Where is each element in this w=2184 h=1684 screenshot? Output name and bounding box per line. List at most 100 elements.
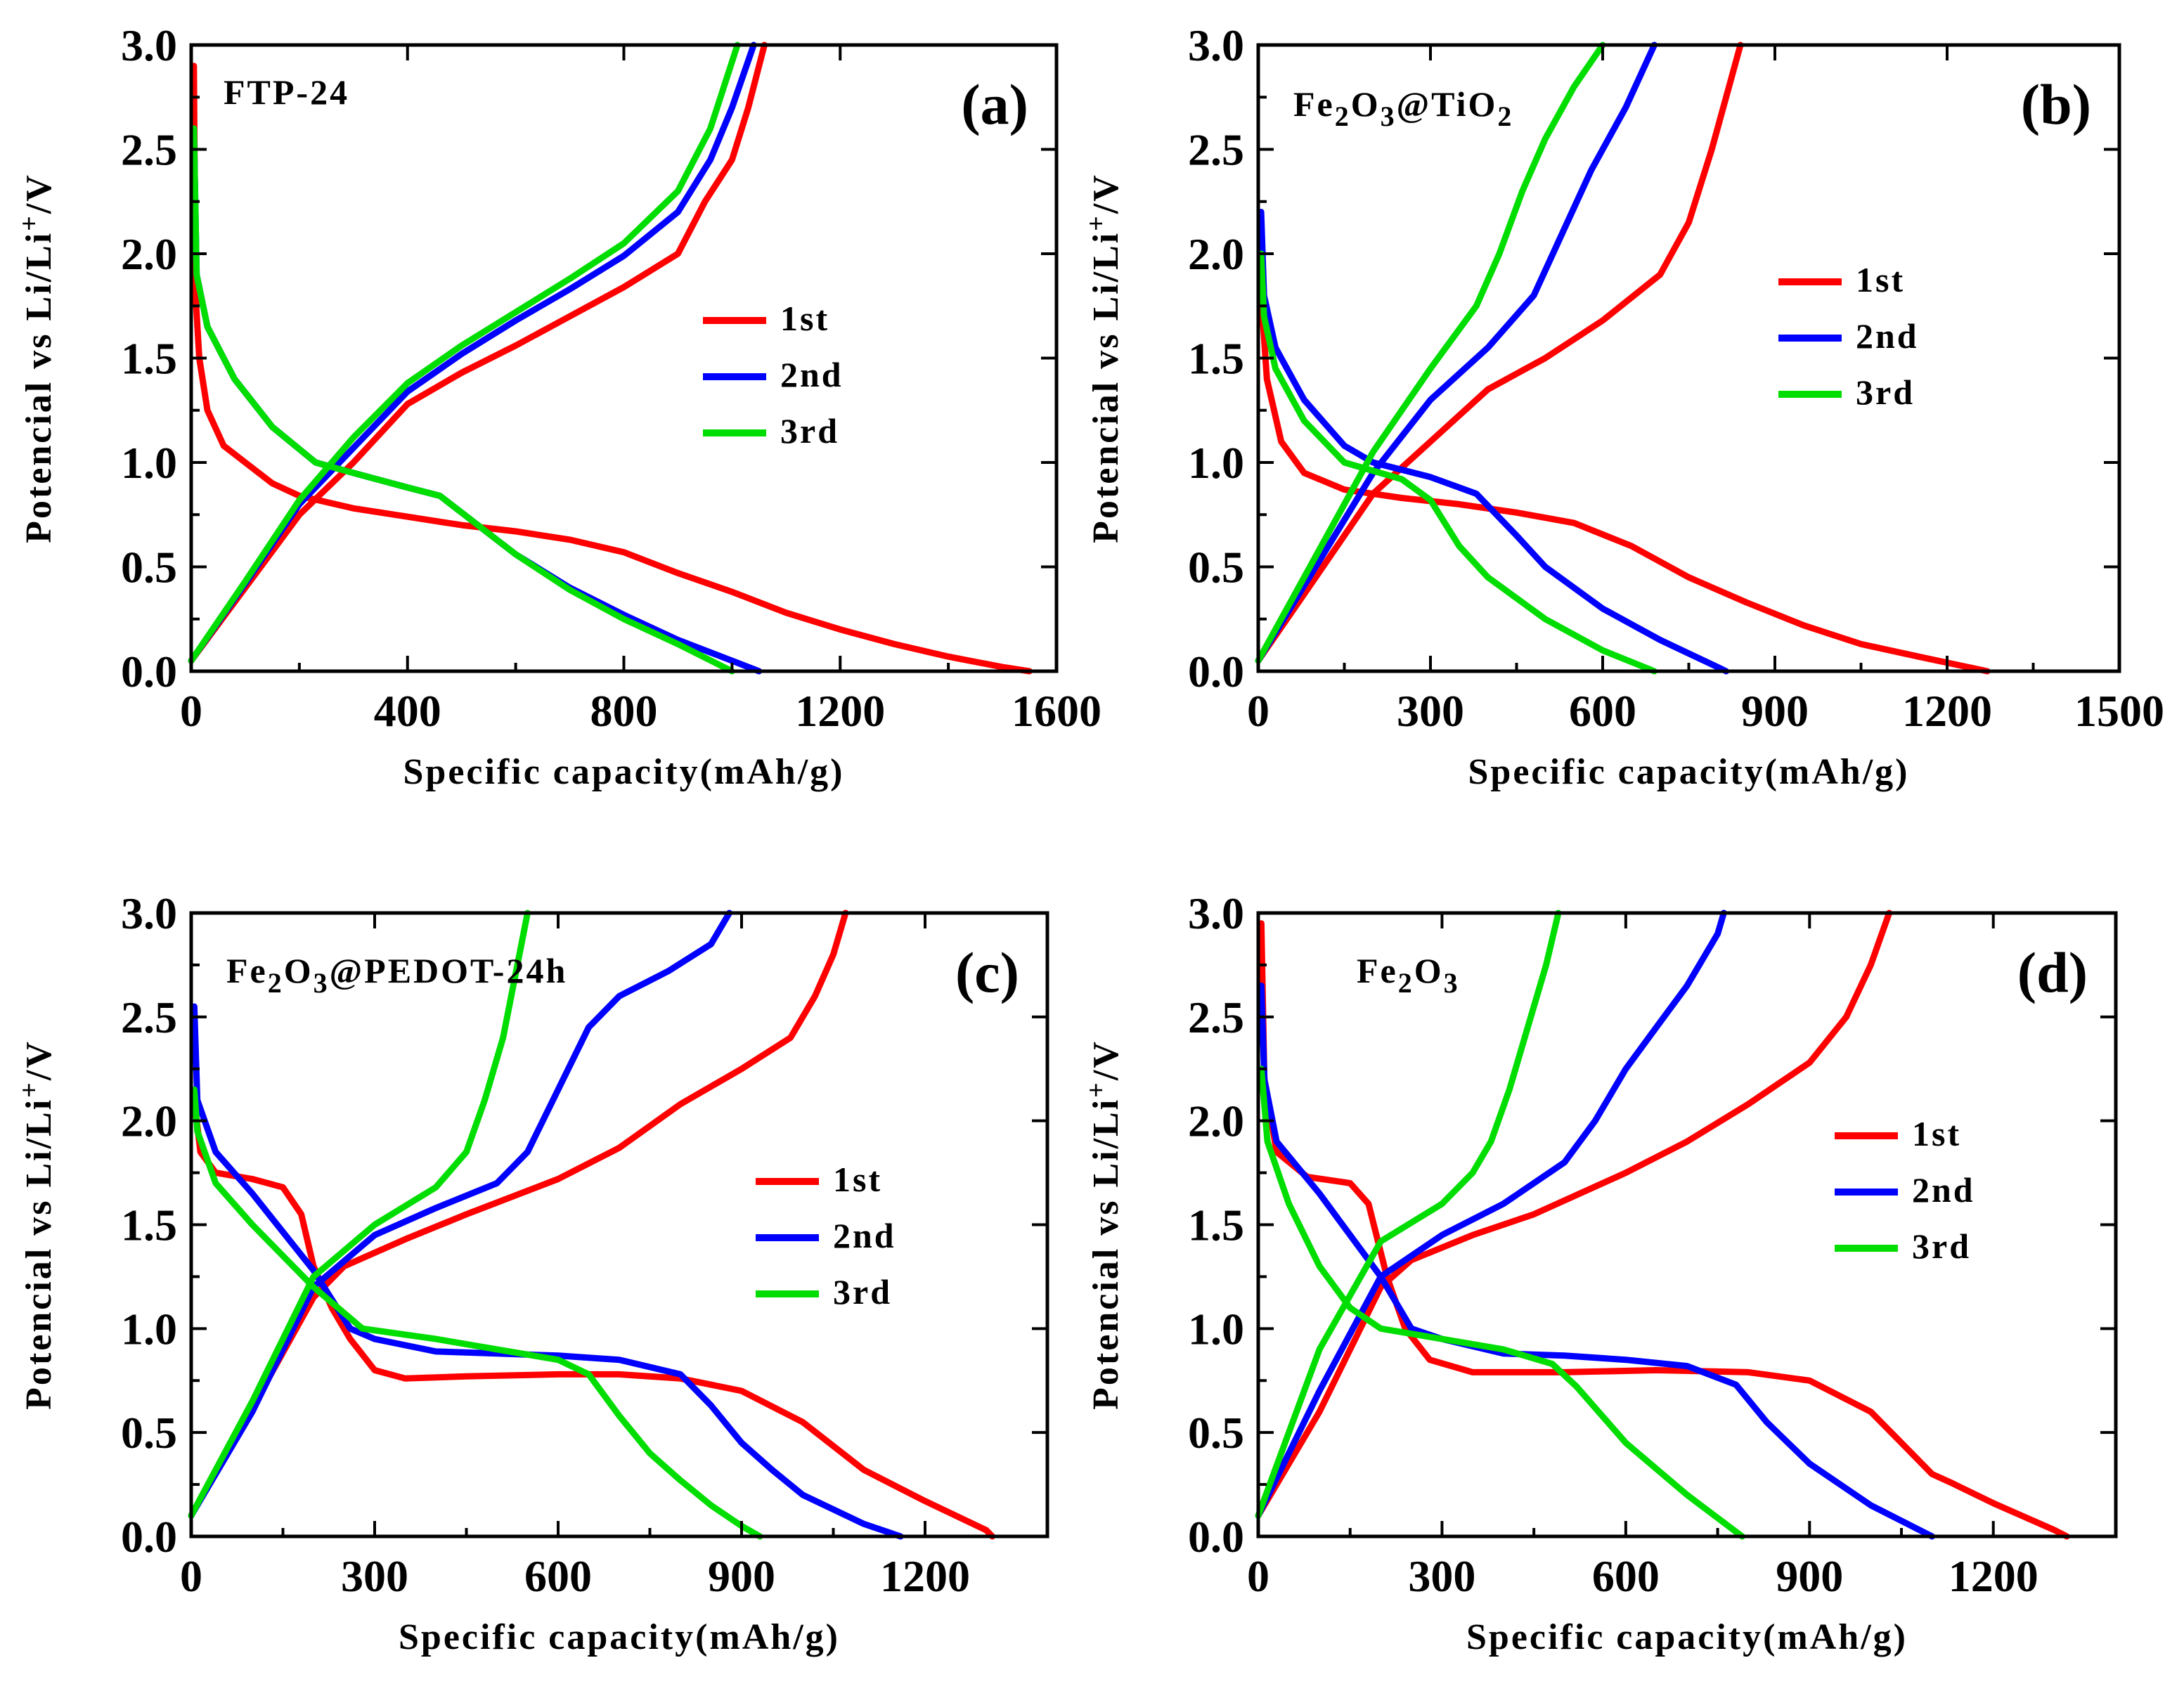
y-axis-title: Potencial vs Li/Li+/V	[1082, 1039, 1126, 1410]
legend-label-2nd: 2nd	[780, 355, 844, 394]
panel-label: (b)	[2021, 72, 2091, 136]
series-1st-charge-line	[188, 909, 849, 1519]
y-tick-label: 2.0	[1188, 229, 1244, 279]
x-tick-label: 300	[1408, 1551, 1475, 1601]
x-tick-label: 0	[180, 686, 202, 736]
y-tick-label: 1.5	[121, 334, 177, 384]
series-1st-charge-line	[1255, 909, 1893, 1519]
y-axis-title: Potencial vs Li/Li+/V	[1082, 173, 1126, 543]
legend-label-3rd: 3rd	[833, 1272, 892, 1311]
x-tick-label: 400	[374, 686, 441, 736]
x-tick-label: 1200	[795, 686, 885, 736]
y-axis-title: Potencial vs Li/Li+/V	[15, 173, 59, 543]
series-3rd-charge-line	[1255, 41, 1606, 664]
x-tick-label: 900	[1776, 1551, 1843, 1601]
legend-label-3rd: 3rd	[1912, 1226, 1971, 1266]
x-tick-label: 900	[708, 1551, 775, 1601]
series-3rd-charge-line	[188, 909, 531, 1519]
x-axis-title: Specific capacity(mAh/g)	[1468, 752, 1909, 792]
series-3rd-charge-line	[188, 41, 741, 664]
y-tick-label: 3.0	[1188, 20, 1244, 70]
x-tick-label: 300	[341, 1551, 408, 1601]
legend-label-2nd: 2nd	[1856, 316, 1919, 356]
panel-a: 0 400 800 1200 1600 0.0 0.5 1.0 1.5 2.0 2.5 3.0 Spec…	[15, 20, 1101, 792]
x-axis-title: Specific capacity(mAh/g)	[403, 752, 844, 792]
y-tick-label: 3.0	[121, 20, 177, 70]
sample-label: Fe2O3@PEDOT-24h	[226, 951, 567, 999]
legend-label-2nd: 2nd	[1912, 1170, 1975, 1210]
y-tick-label: 0.0	[1188, 647, 1244, 697]
x-tick-label: 600	[524, 1551, 592, 1601]
panel-b: 0 300 600 900 1200 1500 0.0 0.5 1.0 1.5 2.0 2.5 3.0 S…	[1082, 20, 2164, 792]
x-tick-label: 0	[1247, 1551, 1269, 1601]
plot-frame	[189, 911, 1049, 1539]
x-tick-label: 1200	[1902, 686, 1992, 736]
y-tick-label: 2.0	[121, 1096, 177, 1146]
series-1st-discharge-line	[1258, 292, 1991, 675]
panel-label: (a)	[961, 72, 1028, 136]
plot-frame	[1256, 911, 2118, 1539]
y-tick-label: 0.0	[121, 647, 177, 697]
x-tick-label: 0	[180, 1551, 202, 1601]
series-3rd-charge-line	[1255, 909, 1562, 1519]
y-tick-label: 0.5	[1188, 543, 1244, 592]
y-tick-label: 0.5	[121, 1408, 177, 1458]
series-1st-discharge-line	[190, 1096, 996, 1540]
y-tick-label: 2.5	[121, 992, 177, 1042]
plot-frame	[189, 43, 1059, 673]
series-2nd-charge-line	[1255, 909, 1727, 1519]
series-3rd-discharge-line	[1258, 1066, 1745, 1540]
legend-label-2nd: 2nd	[833, 1216, 896, 1255]
y-tick-label: 1.0	[121, 1304, 177, 1354]
x-tick-label: 600	[1592, 1551, 1660, 1601]
sample-label: Fe2O3@TiO2	[1293, 84, 1513, 132]
x-axis-title: Specific capacity(mAh/g)	[399, 1617, 840, 1657]
series-2nd-charge-line	[1255, 41, 1658, 664]
series-1st-charge-line	[188, 41, 768, 664]
series-3rd-discharge-line	[1258, 250, 1658, 675]
y-tick-label: 0.5	[1188, 1408, 1244, 1458]
y-tick-label: 1.0	[1188, 438, 1244, 488]
x-tick-label: 900	[1741, 686, 1809, 736]
y-tick-label: 2.5	[121, 125, 177, 175]
sample-label: FTP-24	[224, 72, 349, 112]
y-tick-label: 0.5	[121, 543, 177, 592]
x-tick-label: 1200	[880, 1551, 970, 1601]
legend-label-1st: 1st	[1912, 1114, 1961, 1153]
series-2nd-discharge-line	[1258, 983, 1936, 1540]
y-tick-label: 1.5	[121, 1200, 177, 1250]
y-tick-label: 2.5	[1188, 992, 1244, 1042]
x-tick-label: 1200	[1949, 1551, 2038, 1601]
y-axis-title: Potencial vs Li/Li+/V	[15, 1039, 59, 1410]
series-2nd-discharge-line	[1258, 209, 1730, 675]
sample-label: Fe2O3	[1357, 951, 1460, 999]
y-tick-label: 2.5	[1188, 125, 1244, 175]
y-tick-label: 1.0	[121, 438, 177, 488]
y-tick-label: 0.0	[1188, 1512, 1244, 1562]
legend-label-1st: 1st	[1856, 260, 1905, 299]
x-axis-title: Specific capacity(mAh/g)	[1466, 1617, 1908, 1657]
y-tick-label: 2.0	[1188, 1096, 1244, 1146]
x-tick-label: 300	[1397, 686, 1464, 736]
legend-label-1st: 1st	[780, 299, 829, 338]
panel-label: (c)	[955, 940, 1019, 1004]
series-3rd-discharge-line	[190, 125, 735, 675]
panel-d: 0 300 600 900 1200 0.0 0.5 1.0 1.5 2.0 2.5 3.0 Speci…	[1082, 888, 2118, 1657]
x-tick-label: 0	[1247, 686, 1269, 736]
series-1st-charge-line	[1255, 41, 1744, 664]
y-tick-label: 2.0	[121, 229, 177, 279]
legend-label-3rd: 3rd	[1856, 373, 1915, 412]
y-tick-label: 0.0	[121, 1512, 177, 1562]
y-tick-label: 3.0	[1188, 888, 1244, 938]
panel-c: 0 300 600 900 1200 0.0 0.5 1.0 1.5 2.0 2.5 3.0 Speci…	[15, 888, 1049, 1657]
y-tick-label: 1.5	[1188, 334, 1244, 384]
x-tick-label: 600	[1569, 686, 1636, 736]
panel-label: (d)	[2017, 940, 2088, 1004]
series-2nd-discharge-line	[190, 125, 763, 675]
x-tick-label: 1600	[1012, 686, 1101, 736]
legend-label-3rd: 3rd	[780, 411, 839, 451]
y-tick-label: 1.0	[1188, 1304, 1244, 1354]
series-3rd-discharge-line	[190, 1086, 763, 1540]
x-tick-label: 800	[590, 686, 658, 736]
